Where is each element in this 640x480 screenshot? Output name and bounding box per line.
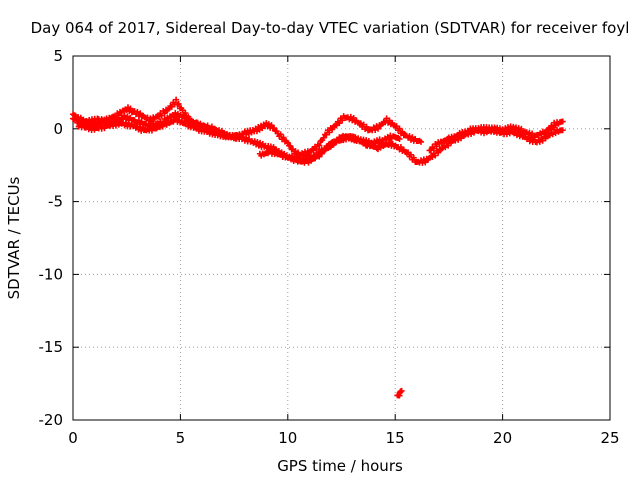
grid-lines [73,56,610,420]
data-point [406,133,413,140]
data-point [108,121,115,128]
data-point [397,389,404,396]
axis-ticks [72,55,611,421]
data-point [375,125,382,132]
x-tick-label: 0 [68,429,78,447]
data-point [336,120,343,127]
data-point [361,139,368,146]
data-point [396,135,403,142]
y-tick-label: -20 [39,411,64,429]
x-tick-label: 15 [386,429,405,447]
data-point [277,131,284,138]
series-track-e [70,109,227,137]
data-point [161,110,168,117]
data-point [559,127,566,134]
data-point [194,119,201,126]
y-tick-label: -10 [39,265,64,283]
data-point [101,125,108,132]
data-point [316,142,323,149]
data-point [432,152,439,159]
x-tick-label: 25 [600,429,619,447]
data-point [204,122,211,129]
chart-title: Day 064 of 2017, Sidereal Day-to-day VTE… [31,19,630,37]
data-point [287,143,294,150]
data-point [329,126,336,133]
x-tick-label: 10 [278,429,297,447]
data-point [394,392,401,399]
plot-frame [72,55,611,421]
data-point [407,151,414,158]
y-axis-label: SDTVAR / TECUs [5,176,23,299]
series-track-a [70,96,424,159]
data-point [127,105,134,112]
x-tick-label: 20 [493,429,512,447]
data-point [320,134,327,141]
data-point [417,138,424,145]
y-tick-label: -5 [48,193,63,211]
y-tick-label: -15 [39,338,64,356]
data-point [445,142,452,149]
series-outlier [394,387,405,399]
data-point [559,118,566,125]
data-point [435,149,442,156]
data-point [422,159,429,166]
data-point [326,129,333,136]
y-tick-label: 0 [53,120,63,138]
data-point [549,131,556,138]
data-point [536,138,543,145]
series-track-d [426,118,566,154]
data-point [173,96,180,103]
data-point [363,123,370,130]
data-point [220,130,227,137]
tick-labels: 0 5 10 15 20 25 5 0 -5 -10 -15 -20 [39,47,620,447]
data-point [529,130,536,137]
data-point [347,113,354,120]
data-point [372,126,379,133]
data-point [179,107,186,114]
data-point [396,125,403,132]
y-tick-label: 5 [53,47,63,65]
data-point [410,154,417,161]
data-points [70,96,566,399]
data-point [280,134,287,141]
x-tick-label: 5 [176,429,186,447]
data-point [399,128,406,135]
x-axis-label: GPS time / hours [277,457,403,475]
data-point [175,100,182,107]
